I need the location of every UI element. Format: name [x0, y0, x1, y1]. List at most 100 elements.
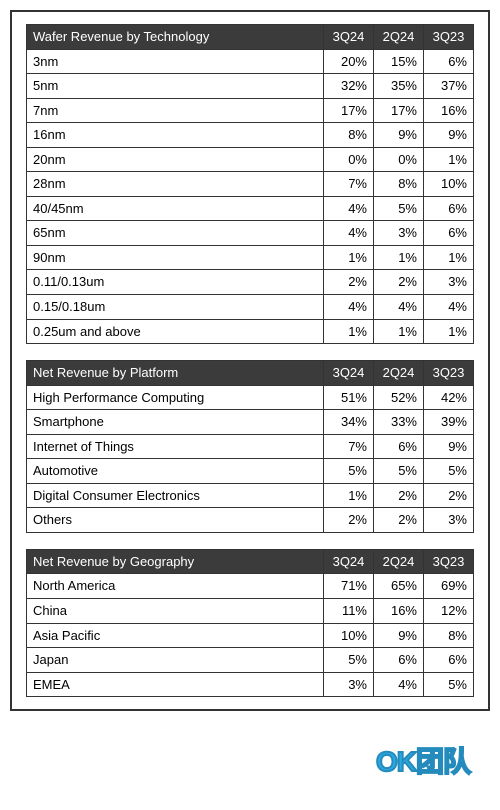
row-value: 11% [324, 599, 374, 624]
table-row: 28nm7%8%10% [27, 172, 474, 197]
row-value: 5% [424, 459, 474, 484]
row-label: Japan [27, 648, 324, 673]
row-label: China [27, 599, 324, 624]
row-value: 1% [424, 245, 474, 270]
table-row: 20nm0%0%1% [27, 147, 474, 172]
row-label: Automotive [27, 459, 324, 484]
table-row: High Performance Computing51%52%42% [27, 385, 474, 410]
row-value: 10% [424, 172, 474, 197]
table-row: 65nm4%3%6% [27, 221, 474, 246]
row-value: 5% [374, 196, 424, 221]
row-value: 15% [374, 49, 424, 74]
row-value: 35% [374, 74, 424, 99]
row-value: 71% [324, 574, 374, 599]
row-value: 37% [424, 74, 474, 99]
table-row: 0.11/0.13um2%2%3% [27, 270, 474, 295]
table-row: 0.15/0.18um4%4%4% [27, 295, 474, 320]
table-title: Net Revenue by Geography [27, 549, 324, 574]
table-row: North America71%65%69% [27, 574, 474, 599]
table-row: 40/45nm4%5%6% [27, 196, 474, 221]
row-value: 2% [374, 508, 424, 533]
column-header: 2Q24 [374, 25, 424, 50]
row-value: 9% [424, 434, 474, 459]
row-value: 2% [374, 270, 424, 295]
row-label: 90nm [27, 245, 324, 270]
row-label: Smartphone [27, 410, 324, 435]
row-label: 20nm [27, 147, 324, 172]
row-value: 3% [424, 270, 474, 295]
row-value: 5% [324, 459, 374, 484]
row-value: 10% [324, 623, 374, 648]
row-value: 2% [324, 508, 374, 533]
row-value: 2% [324, 270, 374, 295]
row-value: 6% [424, 221, 474, 246]
table-header-row: Net Revenue by Geography3Q242Q243Q23 [27, 549, 474, 574]
row-value: 6% [424, 196, 474, 221]
row-label: 40/45nm [27, 196, 324, 221]
row-value: 52% [374, 385, 424, 410]
row-label: Asia Pacific [27, 623, 324, 648]
row-value: 3% [374, 221, 424, 246]
row-value: 16% [374, 599, 424, 624]
table-row: Asia Pacific10%9%8% [27, 623, 474, 648]
row-value: 9% [424, 123, 474, 148]
table-row: 16nm8%9%9% [27, 123, 474, 148]
table-row: Internet of Things7%6%9% [27, 434, 474, 459]
row-value: 4% [374, 295, 424, 320]
row-value: 4% [324, 295, 374, 320]
row-label: 7nm [27, 98, 324, 123]
row-value: 9% [374, 123, 424, 148]
row-label: EMEA [27, 672, 324, 697]
table-title: Net Revenue by Platform [27, 361, 324, 386]
column-header: 2Q24 [374, 361, 424, 386]
row-value: 39% [424, 410, 474, 435]
table-row: 3nm20%15%6% [27, 49, 474, 74]
row-value: 4% [324, 196, 374, 221]
tables-page: Wafer Revenue by Technology3Q242Q243Q233… [10, 10, 490, 711]
data-table: Wafer Revenue by Technology3Q242Q243Q233… [26, 24, 474, 344]
column-header: 3Q23 [424, 361, 474, 386]
row-value: 12% [424, 599, 474, 624]
row-value: 6% [424, 49, 474, 74]
row-value: 8% [424, 623, 474, 648]
row-value: 0% [374, 147, 424, 172]
row-label: 0.15/0.18um [27, 295, 324, 320]
row-value: 4% [424, 295, 474, 320]
row-label: 5nm [27, 74, 324, 99]
row-value: 33% [374, 410, 424, 435]
table-header-row: Net Revenue by Platform3Q242Q243Q23 [27, 361, 474, 386]
row-label: Digital Consumer Electronics [27, 483, 324, 508]
row-label: Others [27, 508, 324, 533]
row-value: 1% [424, 147, 474, 172]
data-table: Net Revenue by Geography3Q242Q243Q23Nort… [26, 549, 474, 697]
table-row: Others2%2%3% [27, 508, 474, 533]
row-label: 0.11/0.13um [27, 270, 324, 295]
column-header: 3Q23 [424, 25, 474, 50]
column-header: 3Q24 [324, 549, 374, 574]
table-row: Japan5%6%6% [27, 648, 474, 673]
row-value: 1% [324, 483, 374, 508]
table-row: Automotive5%5%5% [27, 459, 474, 484]
row-value: 42% [424, 385, 474, 410]
row-value: 16% [424, 98, 474, 123]
row-value: 20% [324, 49, 374, 74]
table-row: 7nm17%17%16% [27, 98, 474, 123]
row-value: 2% [374, 483, 424, 508]
row-value: 6% [374, 648, 424, 673]
table-row: Digital Consumer Electronics1%2%2% [27, 483, 474, 508]
row-value: 7% [324, 434, 374, 459]
row-value: 0% [324, 147, 374, 172]
table-row: 90nm1%1%1% [27, 245, 474, 270]
row-label: 0.25um and above [27, 319, 324, 344]
column-header: 3Q23 [424, 549, 474, 574]
row-value: 1% [374, 245, 424, 270]
row-value: 4% [324, 221, 374, 246]
table-row: Smartphone34%33%39% [27, 410, 474, 435]
row-label: High Performance Computing [27, 385, 324, 410]
row-value: 3% [424, 508, 474, 533]
row-label: 28nm [27, 172, 324, 197]
data-table: Net Revenue by Platform3Q242Q243Q23High … [26, 360, 474, 533]
row-value: 32% [324, 74, 374, 99]
row-value: 69% [424, 574, 474, 599]
table-row: 5nm32%35%37% [27, 74, 474, 99]
